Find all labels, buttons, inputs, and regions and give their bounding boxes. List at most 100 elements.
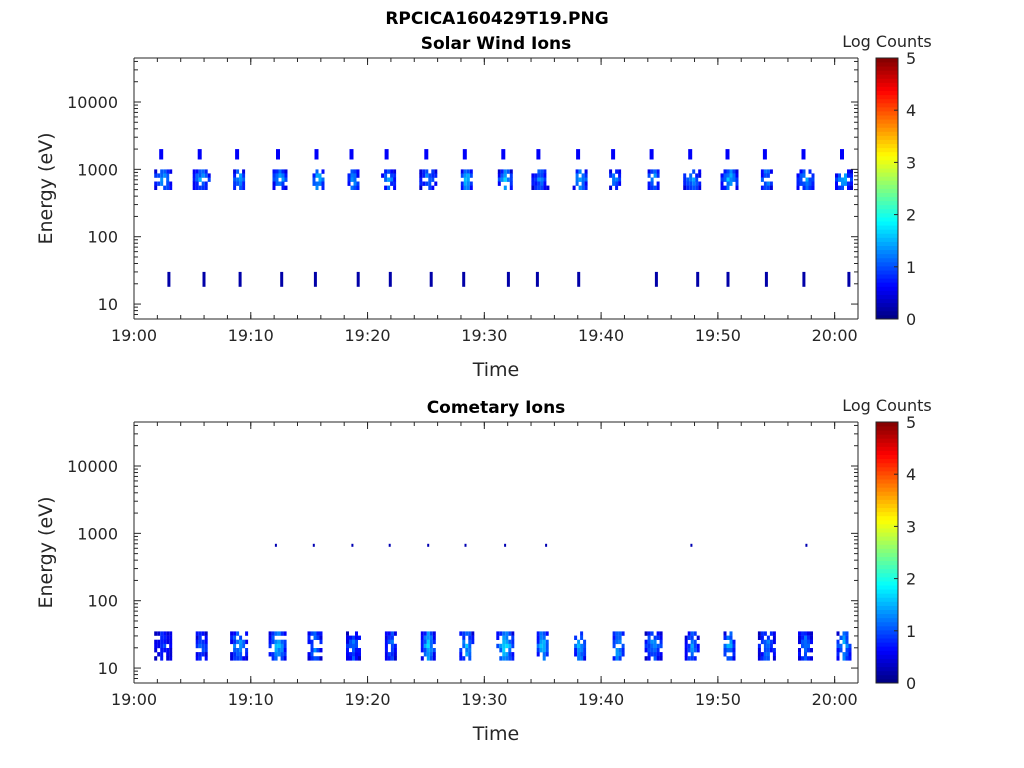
heatmap-cell-18 — [801, 639, 804, 645]
heatmap-cell-16 — [729, 181, 733, 186]
heatmap-cell-5 — [310, 643, 314, 649]
heatmap-cell-13 — [618, 181, 622, 186]
heatmap-cell-19 — [845, 652, 849, 657]
heatmap-cell-3 — [239, 173, 243, 178]
heatmap-cell-16 — [732, 648, 736, 653]
heatmap-cell-18 — [799, 173, 803, 178]
heatmap-cell-7 — [387, 631, 391, 636]
heatmap-cell-6 — [346, 648, 349, 653]
heatmap-cell-3 — [239, 652, 243, 657]
heatmap-cell-19 — [845, 648, 849, 653]
heatmap-cell-12 — [574, 635, 578, 640]
colorbar-segment — [876, 257, 898, 263]
heatmap-cell-4 — [272, 173, 276, 178]
heatmap-cell-16 — [729, 631, 733, 636]
heatmap-cell-8 — [419, 181, 423, 186]
colorbar-segment — [876, 458, 898, 464]
heatmap-cell-7 — [387, 177, 391, 182]
heatmap-cell-14 — [659, 643, 663, 649]
colorbar-segment — [876, 139, 898, 145]
heatmap-cell-1 — [154, 181, 158, 186]
heatmap-cell-11 — [545, 652, 549, 657]
heatmap-cell-8 — [427, 543, 430, 547]
heatmap-cell-7 — [393, 173, 397, 178]
heatmap-cell-4 — [280, 631, 284, 636]
heatmap-cell-16 — [723, 648, 727, 653]
heatmap-cell-2 — [204, 652, 208, 657]
heatmap-cell-7 — [387, 639, 391, 645]
heatmap-cell-1 — [160, 177, 164, 182]
heatmap-cell-5 — [316, 656, 320, 661]
colorbar-segment — [876, 98, 898, 104]
heatmap-cell-5 — [315, 173, 319, 178]
heatmap-cell-9 — [462, 639, 466, 645]
heatmap-cell-14 — [656, 652, 660, 657]
heatmap-cell-18 — [808, 169, 812, 174]
colorbar-segment — [876, 58, 898, 63]
heatmap-cell-15 — [690, 656, 694, 661]
heatmap-cell-16 — [726, 185, 730, 190]
y-axis-label: Energy (eV) — [35, 132, 57, 244]
colorbar-segment — [876, 192, 898, 198]
heatmap-cell-3 — [236, 169, 240, 174]
heatmap-cell-19 — [836, 639, 840, 645]
heatmap-cell-17 — [772, 631, 776, 636]
heatmap-cell-9 — [466, 169, 470, 174]
heatmap-cell-11 — [543, 173, 547, 178]
heatmap-cell-10 — [511, 652, 515, 657]
colorbar-segment — [876, 568, 898, 574]
colorbar-segment — [876, 617, 898, 623]
heatmap-cell-13 — [618, 639, 622, 645]
heatmap-cell-17 — [757, 643, 761, 649]
heatmap-cell-5 — [313, 271, 317, 287]
heatmap-cell-14 — [659, 656, 663, 661]
heatmap-cell-1 — [160, 656, 164, 661]
heatmap-cell-3 — [236, 652, 240, 657]
heatmap-cell-11 — [539, 643, 543, 649]
heatmap-cell-4 — [284, 169, 288, 174]
heatmap-cell-5 — [316, 631, 320, 636]
heatmap-cell-18 — [810, 631, 813, 636]
heatmap-cell-6 — [346, 631, 349, 636]
heatmap-cell-12 — [581, 177, 585, 182]
heatmap-cell-1 — [169, 185, 173, 190]
heatmap-cell-13 — [618, 635, 622, 640]
heatmap-cell-14 — [659, 635, 663, 640]
heatmap-cell-8 — [434, 173, 438, 178]
heatmap-cell-15 — [693, 643, 697, 649]
heatmap-cell-7 — [384, 639, 388, 645]
colorbar-label: Log Counts — [842, 396, 932, 415]
heatmap-cell-6 — [350, 173, 354, 178]
heatmap-cell-11 — [537, 169, 541, 174]
colorbar-segment — [876, 115, 898, 120]
colorbar-segment — [876, 74, 898, 79]
heatmap-cell-16 — [720, 177, 724, 182]
heatmap-cell-15 — [696, 648, 700, 653]
heatmap-cell-6 — [350, 177, 354, 182]
colorbar-segment — [876, 438, 898, 443]
heatmap-cell-19 — [836, 652, 840, 657]
heatmap-cell-8 — [432, 631, 436, 636]
heatmap-cell-18 — [805, 185, 809, 190]
heatmap-cell-2 — [198, 639, 202, 645]
heatmap-cell-16 — [723, 177, 727, 182]
heatmap-cell-17 — [766, 635, 770, 640]
colorbar-segment — [876, 540, 898, 545]
heatmap-cell-19 — [835, 177, 838, 182]
heatmap-cell-19 — [844, 173, 847, 178]
colorbar-segment — [876, 286, 898, 291]
heatmap-cell-6 — [346, 652, 349, 657]
heatmap-cell-9 — [466, 173, 470, 178]
heatmap-cell-2 — [204, 639, 208, 645]
heatmap-cell-15 — [687, 656, 691, 661]
heatmap-cell-4 — [275, 177, 279, 182]
heatmap-cell-1 — [154, 173, 158, 178]
heatmap-cell-4 — [277, 643, 281, 649]
heatmap-cell-4 — [280, 648, 284, 653]
colorbar-tick-label: 4 — [906, 465, 916, 484]
heatmap-cell-12 — [576, 149, 581, 160]
heatmap-cell-1 — [163, 169, 167, 174]
heatmap-cell-18 — [804, 635, 807, 640]
heatmap-cell-14 — [653, 656, 657, 661]
heatmap-cell-17 — [763, 631, 767, 636]
